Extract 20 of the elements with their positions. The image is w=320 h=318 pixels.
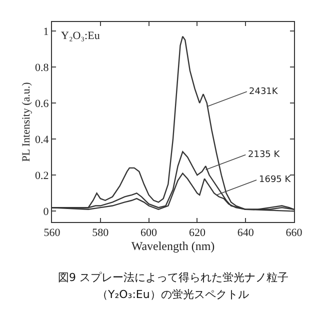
text: （Y₂O₃:Eu）の蛍光スペクトル	[97, 288, 249, 301]
y-tick-label: 0.6	[35, 98, 50, 110]
annotation: 2135 K	[248, 150, 281, 160]
annotation: 2431K	[249, 87, 279, 97]
x-tick-label: 580	[92, 227, 110, 240]
annotation: 1695 K	[259, 175, 292, 185]
y-tick-label: 0.2	[35, 170, 49, 182]
x-tick-label: 640	[237, 227, 254, 240]
y-tick-label: 0.8	[35, 62, 50, 74]
x-tick-label: 620	[188, 227, 206, 240]
annotation: Y₂O₃:Eu	[61, 30, 100, 42]
caption: 図9 スプレー法によって得られた蛍光ナノ粒子	[58, 271, 288, 284]
x-axis-title: Wavelength (nm)	[131, 239, 215, 254]
x-tick-label: 560	[44, 227, 61, 240]
y-axis-title: PL Intensity (a.u.)	[20, 82, 33, 162]
x-tick-label: 600	[140, 227, 158, 240]
x-tick-label: 660	[286, 227, 303, 240]
y-tick-label: 1	[43, 26, 49, 38]
y-tick-label: 0.4	[35, 134, 50, 146]
y-tick-label: 0	[43, 206, 50, 218]
